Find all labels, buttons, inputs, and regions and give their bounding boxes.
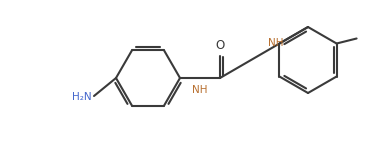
Text: O: O: [215, 39, 224, 52]
Text: H₂N: H₂N: [72, 92, 92, 102]
Text: NH: NH: [192, 85, 208, 95]
Text: NH: NH: [268, 39, 283, 48]
